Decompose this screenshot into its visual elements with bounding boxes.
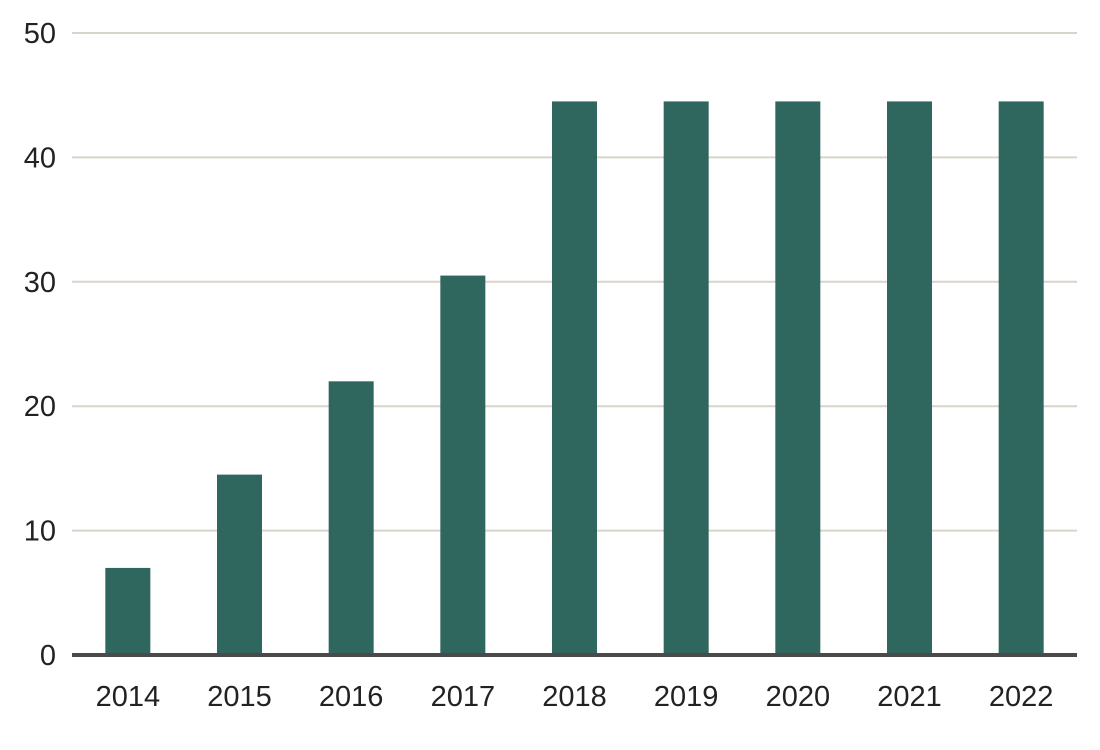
x-tick-label-2019: 2019 xyxy=(654,681,719,713)
bar-2021 xyxy=(887,101,932,656)
bar-2015 xyxy=(217,474,262,655)
bar-2014 xyxy=(105,567,151,655)
x-tick-label-2017: 2017 xyxy=(431,681,496,713)
y-tick-label-10: 10 xyxy=(24,516,56,548)
y-tick-label-40: 40 xyxy=(24,142,56,174)
x-axis-ticks: 2014 2015 2016 2017 2018 2019 2020 2021 2022 xyxy=(96,681,1054,713)
y-tick-label-50: 50 xyxy=(24,18,56,50)
x-tick-label-2014: 2014 xyxy=(96,681,161,713)
x-tick-label-2022: 2022 xyxy=(989,681,1054,713)
bar-2022 xyxy=(998,101,1044,656)
bar-2018 xyxy=(552,101,597,656)
x-tick-label-2020: 2020 xyxy=(766,681,831,713)
x-tick-label-2015: 2015 xyxy=(207,681,272,713)
y-axis-ticks: 0 10 20 30 40 50 xyxy=(24,18,56,672)
y-tick-label-0: 0 xyxy=(40,640,56,672)
x-tick-label-2021: 2021 xyxy=(877,681,942,713)
y-tick-label-20: 20 xyxy=(24,391,56,423)
bar-2017 xyxy=(440,275,486,655)
bar-2019 xyxy=(663,101,709,656)
x-tick-label-2018: 2018 xyxy=(542,681,607,713)
y-tick-label-30: 30 xyxy=(24,267,56,299)
bar-2020 xyxy=(775,101,821,656)
x-tick-label-2016: 2016 xyxy=(319,681,384,713)
bars xyxy=(105,101,1044,656)
bar-2016 xyxy=(328,381,374,655)
